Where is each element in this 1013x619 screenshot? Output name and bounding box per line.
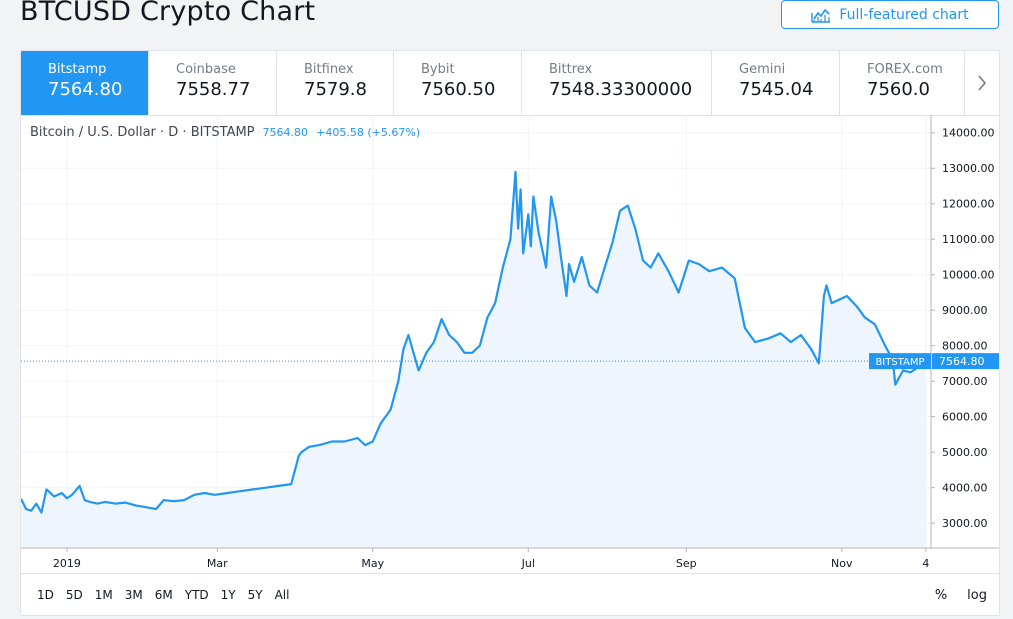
exchange-tabs: Bitstamp 7564.80 Coinbase 7558.77 Bitfin…: [21, 51, 999, 116]
tab-name: Coinbase: [176, 62, 236, 77]
page-title: BTCUSD Crypto Chart: [20, 0, 316, 27]
chart-series: [21, 170, 927, 549]
tab-price: 7558.77: [176, 79, 251, 100]
chevron-right-icon: [978, 75, 987, 91]
tab-price: 7564.80: [48, 79, 123, 100]
tab-bittrex[interactable]: Bittrex 7548.33300000: [522, 51, 712, 115]
tab-price: 7579.8: [304, 79, 367, 100]
tabs-next-button[interactable]: [965, 51, 999, 115]
range-1y[interactable]: 1Y: [220, 588, 236, 602]
range-toolbar: 1D 5D 1M 3M 6M YTD 1Y 5Y All % log: [21, 573, 999, 615]
tab-name: FOREX.com: [867, 62, 943, 77]
tab-price: 7560.50: [421, 79, 496, 100]
y-tick-label: 9000.00: [942, 304, 988, 317]
y-tick-label: 3000.00: [942, 517, 988, 530]
price-line: [21, 170, 927, 514]
tab-forex[interactable]: FOREX.com 7560.0: [840, 51, 965, 115]
tab-bitfinex[interactable]: Bitfinex 7579.8: [277, 51, 394, 115]
chart-widget: Bitstamp 7564.80 Coinbase 7558.77 Bitfin…: [20, 50, 1000, 616]
y-tick-label: 10000.00: [942, 269, 995, 282]
y-tick-label: 13000.00: [942, 162, 995, 175]
tab-name: Bitfinex: [304, 62, 354, 77]
x-tick-label: Nov: [831, 557, 853, 570]
range-all[interactable]: All: [274, 588, 290, 602]
chart-axes: 3000.00 4000.00 5000.00 6000.00 7000.00 8000.…: [21, 115, 999, 570]
y-tick-label: 12000.00: [942, 198, 995, 211]
price-area: [21, 171, 926, 549]
range-3m[interactable]: 3M: [124, 588, 143, 602]
tab-coinbase[interactable]: Coinbase 7558.77: [149, 51, 277, 115]
tab-name: Gemini: [739, 62, 786, 77]
y-tick-label: 5000.00: [942, 446, 988, 459]
range-1m[interactable]: 1M: [94, 588, 113, 602]
tab-bybit[interactable]: Bybit 7560.50: [394, 51, 522, 115]
log-scale-button[interactable]: log: [967, 587, 987, 603]
y-tick-label: 8000.00: [942, 340, 988, 353]
x-tick-label: Sep: [676, 557, 697, 570]
range-5y[interactable]: 5Y: [247, 588, 263, 602]
full-featured-chart-label: Full-featured chart: [839, 6, 969, 23]
exchange-price-tag: [869, 353, 931, 370]
range-5d[interactable]: 5D: [65, 588, 83, 602]
x-tick-label: May: [361, 557, 384, 570]
y-tick-label: 11000.00: [942, 233, 995, 246]
tab-bitstamp[interactable]: Bitstamp 7564.80: [21, 51, 149, 115]
range-ytd[interactable]: YTD: [184, 588, 209, 602]
last-price-tag-label: 7564.80: [939, 355, 985, 368]
chart-icon: [811, 8, 831, 23]
x-tick-label: Mar: [207, 557, 228, 570]
tab-gemini[interactable]: Gemini 7545.04: [712, 51, 840, 115]
full-featured-chart-button[interactable]: Full-featured chart: [781, 0, 999, 29]
y-tick-label: 7000.00: [942, 375, 988, 388]
x-tick-label: 2019: [53, 557, 81, 570]
legend-symbol: Bitcoin / U.S. Dollar · D · BITSTAMP: [30, 125, 255, 140]
last-price-tag: [932, 353, 999, 370]
tab-price: 7548.33300000: [549, 79, 693, 100]
y-tick-label: 6000.00: [942, 411, 988, 424]
tab-name: Bybit: [421, 62, 455, 77]
price-chart[interactable]: 3000.00 4000.00 5000.00 6000.00 7000.00 8000.…: [21, 115, 999, 573]
legend-change: +405.58 (+5.67%): [316, 126, 421, 139]
x-tick-label: Jul: [521, 557, 535, 570]
tab-name: Bittrex: [549, 62, 593, 77]
tab-price: 7545.04: [739, 79, 814, 100]
legend-last: 7564.80: [262, 126, 309, 139]
chart-legend: Bitcoin / U.S. Dollar · D · BITSTAMP 7564…: [30, 125, 420, 140]
tab-price: 7560.0: [867, 79, 930, 100]
tab-name: Bitstamp: [48, 62, 107, 77]
range-1d[interactable]: 1D: [37, 588, 54, 602]
range-6m[interactable]: 6M: [154, 588, 173, 602]
y-tick-label: 14000.00: [942, 127, 995, 140]
x-tick-label: 4: [922, 557, 929, 570]
percent-scale-button[interactable]: %: [934, 587, 948, 603]
y-tick-label: 4000.00: [942, 482, 988, 495]
price-chart-svg[interactable]: 3000.00 4000.00 5000.00 6000.00 7000.00 8000.…: [21, 115, 999, 573]
exchange-price-tag-label: BITSTAMP: [875, 357, 924, 368]
